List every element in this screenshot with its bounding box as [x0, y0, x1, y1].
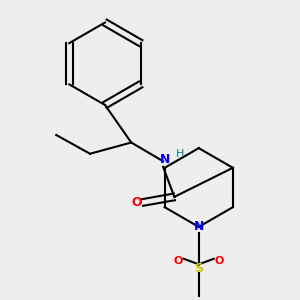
Text: O: O [132, 196, 142, 209]
Text: O: O [215, 256, 224, 266]
Text: N: N [160, 153, 170, 166]
Text: O: O [173, 256, 183, 266]
Text: N: N [194, 220, 204, 233]
Text: S: S [194, 262, 203, 275]
Text: H: H [176, 149, 184, 159]
